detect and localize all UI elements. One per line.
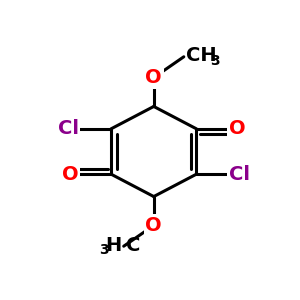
Text: 3: 3 xyxy=(99,243,109,257)
Text: Cl: Cl xyxy=(58,119,79,138)
Text: O: O xyxy=(146,216,162,235)
Text: CH: CH xyxy=(186,46,217,65)
Text: Cl: Cl xyxy=(229,165,250,184)
Text: O: O xyxy=(146,68,162,87)
Text: O: O xyxy=(229,119,245,138)
Text: O: O xyxy=(62,165,79,184)
Text: 3: 3 xyxy=(210,54,220,68)
Text: H: H xyxy=(105,236,122,255)
Text: C: C xyxy=(126,236,140,255)
